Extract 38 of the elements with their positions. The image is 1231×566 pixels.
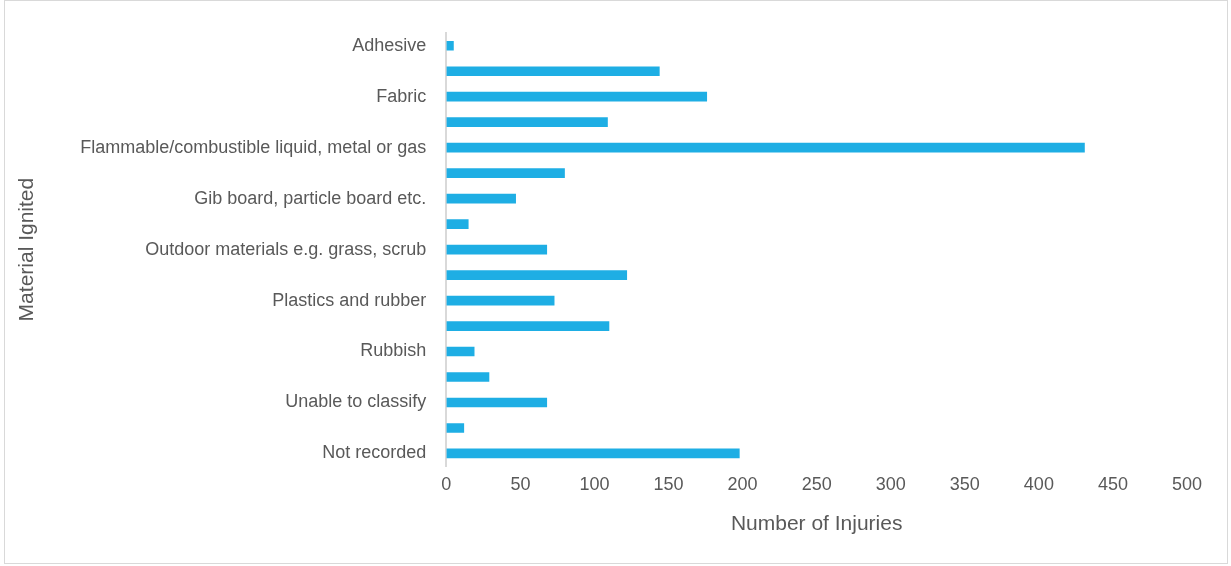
y-tick-label: Not recorded [322,442,427,463]
bar [446,397,548,408]
x-tick-label: 300 [875,473,906,494]
x-tick-label: 500 [1171,473,1203,494]
y-tick-label: Adhesive [352,34,427,55]
x-tick-label: 0 [441,473,452,494]
y-tick-label: Unable to classify [285,391,427,412]
y-tick-label: Gib board, particle board etc. [194,187,427,208]
y-tick-label: Plastics and rubber [272,289,427,310]
x-tick-label: 350 [949,473,980,494]
bar [446,168,565,178]
y-tick-label: Fabric [376,85,427,106]
x-tick-label: 50 [510,473,531,494]
x-tick-label: 100 [579,473,610,494]
x-tick-label: 200 [727,473,758,494]
y-tick-label: Outdoor materials e.g. grass, scrub [145,238,427,259]
bar [446,244,548,255]
bar [446,321,610,331]
bar [446,423,465,433]
bar [446,270,628,280]
bar [446,372,490,382]
bar [446,448,740,459]
bar [446,193,516,204]
x-tick-label: 150 [653,473,684,494]
bar [446,66,660,77]
bar [446,91,708,102]
bar [446,117,608,128]
bar [446,295,555,306]
y-tick-label: Rubbish [360,340,427,361]
y-tick-label: Flammable/combustible liquid, metal or gas [80,136,427,157]
bar [446,142,1085,153]
y-axis-title: Material Ignited [14,177,38,322]
bar [446,219,469,229]
x-tick-label: 450 [1097,473,1128,494]
x-axis-title: Number of Injuries [730,511,903,535]
x-tick-label: 400 [1023,473,1054,494]
bar [446,40,454,51]
x-tick-label: 250 [801,473,832,494]
